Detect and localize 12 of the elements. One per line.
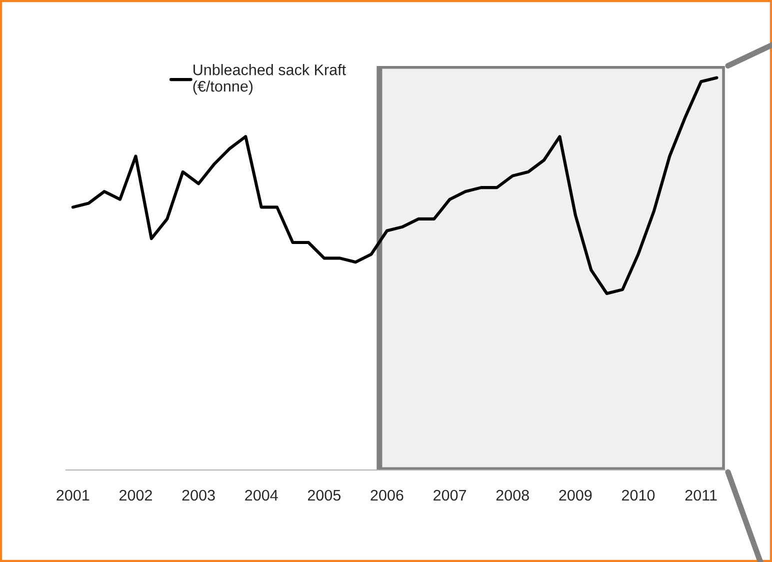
x-tick-label: 2004 [245,490,278,501]
legend-label: Unbleached sack Kraft (€/tonne) [193,64,346,95]
x-tick-label: 2001 [56,490,90,501]
x-tick-label: 2008 [496,490,529,501]
x-tick-label: 2011 [685,490,717,501]
x-tick-label: 2002 [120,490,152,501]
x-tick-label: 2007 [434,490,466,501]
x-tick-label: 2003 [182,490,215,501]
x-tick-label: 2005 [308,490,341,501]
x-tick-label: 2009 [559,490,592,501]
x-tick-label: 2010 [622,490,655,501]
x-tick-label: 2006 [370,490,404,501]
